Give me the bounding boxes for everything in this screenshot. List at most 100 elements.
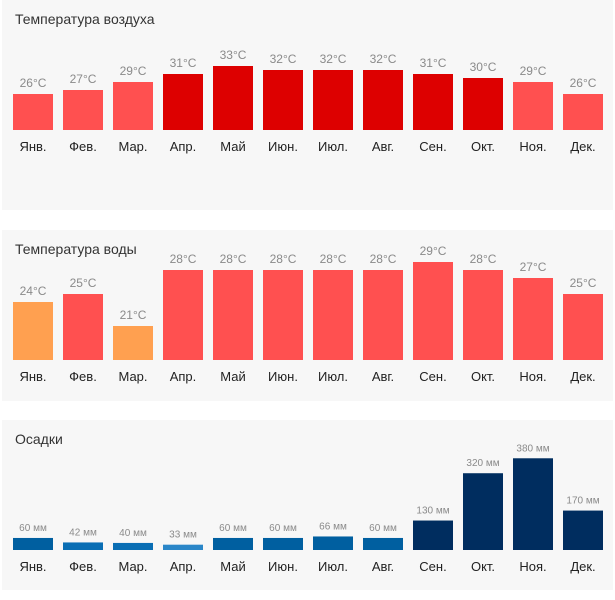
air-temperature-bar — [63, 90, 103, 130]
precipitation-bar — [63, 542, 103, 550]
precipitation-value-label: 60 мм — [269, 523, 297, 534]
precipitation-panel: Осадки 60 мм Янв. 42 мм Фев. 40 мм Мар. 33 мм А… — [2, 420, 613, 590]
water-temperature-month-label: Ноя. — [519, 369, 546, 384]
air-temperature-month-label: Сен. — [419, 139, 446, 154]
air-temperature-bar — [113, 82, 153, 130]
water-temperature-value-label: 25°C — [70, 276, 97, 290]
air-temperature-bar — [413, 74, 453, 130]
air-temperature-bar — [213, 66, 253, 130]
water-temperature-bar — [513, 278, 553, 360]
precipitation-value-label: 66 мм — [319, 521, 347, 532]
precipitation-month-label: Май — [220, 559, 245, 574]
air-temperature-value-label: 29°C — [520, 64, 547, 78]
precipitation-month-label: Янв. — [19, 559, 46, 574]
air-temperature-value-label: 33°C — [220, 48, 247, 62]
precipitation-bar — [313, 536, 353, 550]
air-temperature-month-label: Ноя. — [519, 139, 546, 154]
air-temperature-title: Температура воздуха — [15, 11, 155, 27]
precipitation-bar — [563, 510, 603, 550]
air-temperature-bar — [13, 94, 53, 130]
water-temperature-value-label: 28°C — [220, 252, 247, 266]
precipitation-value-label: 40 мм — [119, 528, 147, 539]
water-temperature-month-label: Окт. — [471, 369, 495, 384]
air-temperature-value-label: 32°C — [270, 52, 297, 66]
air-temperature-month-label: Мар. — [118, 139, 147, 154]
air-temperature-bar — [363, 70, 403, 130]
air-temperature-bar — [513, 82, 553, 130]
air-temperature-month-label: Фев. — [69, 139, 97, 154]
air-temperature-month-label: Дек. — [570, 139, 595, 154]
air-temperature-month-label: Апр. — [170, 139, 197, 154]
air-temperature-bar — [163, 74, 203, 130]
precipitation-month-label: Фев. — [69, 559, 97, 574]
air-temperature-value-label: 30°C — [470, 60, 497, 74]
water-temperature-month-label: Мар. — [118, 369, 147, 384]
air-temperature-month-label: Июл. — [318, 139, 348, 154]
precipitation-month-label: Июл. — [318, 559, 348, 574]
water-temperature-bar — [463, 270, 503, 360]
precipitation-value-label: 130 мм — [416, 506, 449, 517]
air-temperature-bar — [563, 94, 603, 130]
air-temperature-value-label: 31°C — [170, 56, 197, 70]
water-temperature-bar — [563, 294, 603, 360]
water-temperature-bar — [413, 262, 453, 360]
water-temperature-value-label: 28°C — [320, 252, 347, 266]
water-temperature-bar — [63, 294, 103, 360]
air-temperature-value-label: 32°C — [320, 52, 347, 66]
water-temperature-month-label: Сен. — [419, 369, 446, 384]
air-temperature-month-label: Окт. — [471, 139, 495, 154]
precipitation-month-label: Окт. — [471, 559, 495, 574]
air-temperature-value-label: 27°C — [70, 72, 97, 86]
water-temperature-month-label: Фев. — [69, 369, 97, 384]
precipitation-month-label: Дек. — [570, 559, 595, 574]
air-temperature-month-label: Май — [220, 139, 245, 154]
precipitation-month-label: Ноя. — [519, 559, 546, 574]
water-temperature-value-label: 25°C — [570, 276, 597, 290]
water-temperature-bar — [213, 270, 253, 360]
precipitation-value-label: 60 мм — [19, 523, 47, 534]
water-temperature-month-label: Май — [220, 369, 245, 384]
air-temperature-bar — [263, 70, 303, 130]
water-temperature-bar — [163, 270, 203, 360]
air-temperature-bar — [463, 78, 503, 130]
precipitation-bar — [363, 537, 403, 550]
air-temperature-value-label: 26°C — [570, 76, 597, 90]
precipitation-chart: 60 мм Янв. 42 мм Фев. 40 мм Мар. 33 мм Апр. 60 м… — [13, 443, 603, 574]
water-temperature-value-label: 28°C — [170, 252, 197, 266]
water-temperature-panel: Температура воды 24°C Янв. 25°C Фев. 21°C Мар… — [2, 230, 613, 401]
water-temperature-value-label: 29°C — [420, 244, 447, 258]
water-temperature-month-label: Дек. — [570, 369, 595, 384]
precipitation-value-label: 320 мм — [466, 458, 499, 469]
air-temperature-chart: 26°C Янв. 27°C Фев. 29°C Мар. 31°C Апр. 33°C Май 3… — [13, 48, 603, 154]
water-temperature-value-label: 28°C — [470, 252, 497, 266]
air-temperature-month-label: Авг. — [372, 139, 394, 154]
water-temperature-month-label: Апр. — [170, 369, 197, 384]
precipitation-value-label: 170 мм — [566, 496, 599, 507]
air-temperature-panel: Температура воздуха 26°C Янв. 27°C Фев. 29°C… — [2, 0, 613, 210]
precipitation-title: Осадки — [15, 431, 63, 447]
precipitation-bar — [13, 537, 53, 550]
precipitation-bar — [163, 544, 203, 550]
precipitation-bar — [213, 537, 253, 550]
water-temperature-bar — [263, 270, 303, 360]
precipitation-value-label: 60 мм — [369, 523, 397, 534]
air-temperature-value-label: 29°C — [120, 64, 147, 78]
water-temperature-bar — [13, 302, 53, 360]
water-temperature-value-label: 28°C — [370, 252, 397, 266]
air-temperature-bar — [313, 70, 353, 130]
precipitation-month-label: Апр. — [170, 559, 197, 574]
precipitation-month-label: Авг. — [372, 559, 394, 574]
air-temperature-value-label: 31°C — [420, 56, 447, 70]
water-temperature-month-label: Янв. — [19, 369, 46, 384]
precipitation-bar — [263, 537, 303, 550]
air-temperature-month-label: Янв. — [19, 139, 46, 154]
precipitation-value-label: 60 мм — [219, 523, 247, 534]
water-temperature-value-label: 28°C — [270, 252, 297, 266]
water-temperature-bar — [313, 270, 353, 360]
precipitation-bar — [413, 520, 453, 550]
water-temperature-month-label: Июн. — [268, 369, 298, 384]
air-temperature-value-label: 32°C — [370, 52, 397, 66]
precipitation-bar — [113, 542, 153, 550]
precipitation-month-label: Мар. — [118, 559, 147, 574]
water-temperature-month-label: Июл. — [318, 369, 348, 384]
